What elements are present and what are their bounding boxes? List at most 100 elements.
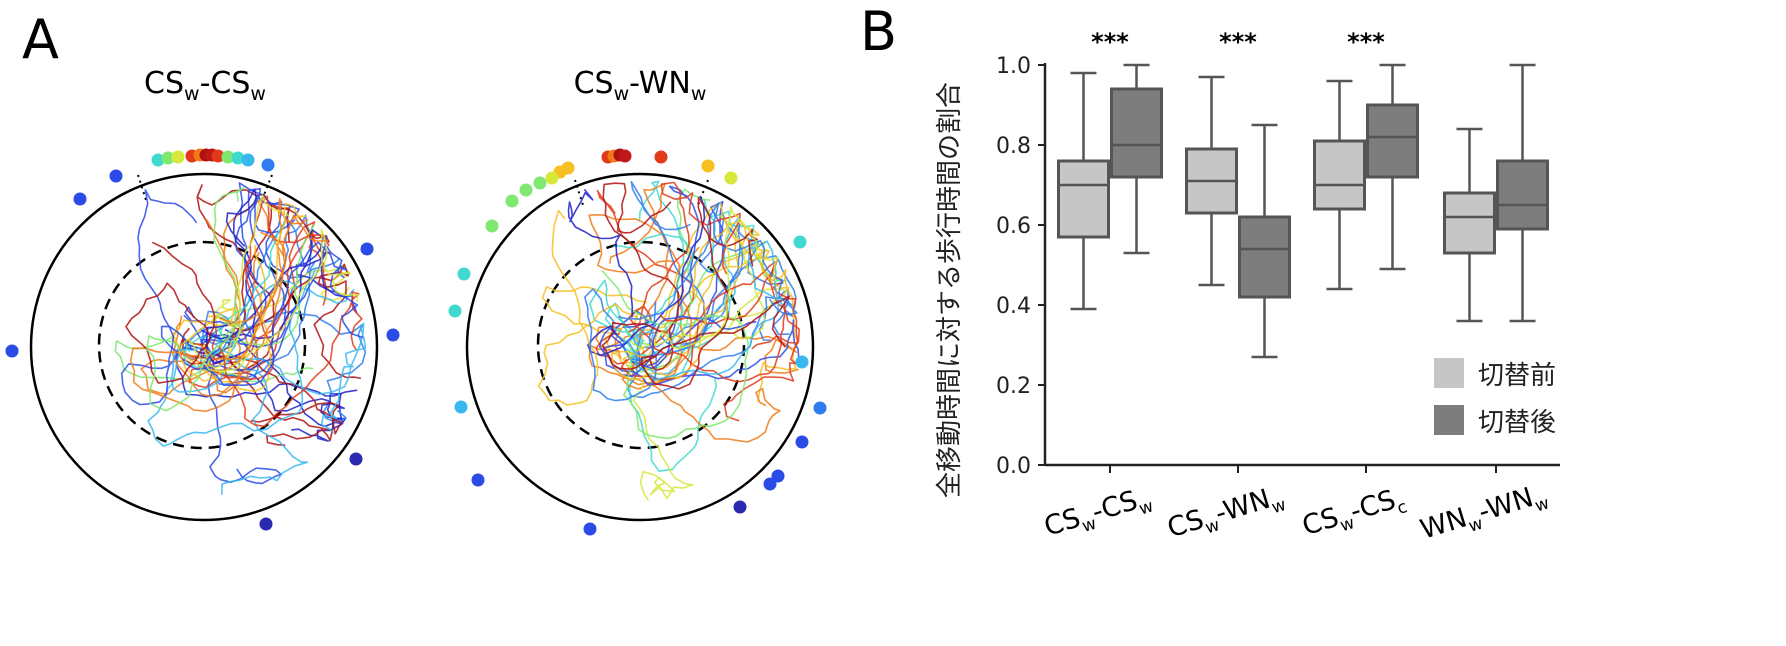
trajectory-path xyxy=(632,361,781,443)
trajectory-path xyxy=(227,194,287,348)
iqr-box xyxy=(1313,139,1366,211)
exit-marker-dot xyxy=(171,150,185,164)
arena-2 xyxy=(448,148,827,536)
trajectory-path xyxy=(628,339,718,472)
trajectory-path xyxy=(628,301,786,383)
trajectory-path xyxy=(203,241,364,386)
trajectory-path xyxy=(634,223,784,362)
trajectory-path xyxy=(601,269,750,440)
box-after-2 xyxy=(1238,123,1291,359)
trajectory-path xyxy=(610,185,700,370)
exit-marker-dot xyxy=(485,219,499,233)
significance-marker: *** xyxy=(1091,28,1129,56)
trajectory-path xyxy=(584,288,658,402)
exit-marker-dot xyxy=(386,328,400,342)
exit-marker-dot xyxy=(813,401,827,415)
significance-marker: *** xyxy=(1219,28,1257,56)
arena-1-corridor-right xyxy=(261,174,273,201)
trajectory-path xyxy=(628,181,741,333)
trajectory-path xyxy=(195,214,328,360)
x-category-label: CSw-CSc xyxy=(1299,482,1410,547)
exit-marker-dot xyxy=(618,149,632,163)
trajectory-path xyxy=(188,228,359,373)
exit-marker-dot xyxy=(545,171,559,185)
exit-marker-dot xyxy=(360,242,374,256)
exit-marker-dot xyxy=(793,235,807,249)
iqr-box xyxy=(1366,103,1419,179)
exit-marker-dot xyxy=(349,452,363,466)
trajectory-path xyxy=(641,197,758,390)
arena-1-title: CSw-CSw xyxy=(144,66,266,105)
trajectory-path xyxy=(223,322,367,434)
exit-marker-dot xyxy=(161,151,175,165)
x-category-label: CSw-CSw xyxy=(1041,481,1156,547)
box-after-3 xyxy=(1366,63,1419,271)
trajectory-path xyxy=(601,315,757,378)
box-after-4 xyxy=(1496,63,1549,323)
exit-marker-dot xyxy=(454,400,468,414)
trajectory-path xyxy=(125,241,216,384)
trajectory-path xyxy=(211,264,351,318)
trajectory-path xyxy=(160,235,345,371)
trajectory-path xyxy=(595,189,695,365)
trajectory-path xyxy=(538,209,642,406)
panel-b-label: B xyxy=(860,0,897,63)
trajectory-path xyxy=(626,288,794,399)
exit-marker-dot xyxy=(701,159,715,173)
y-tick-label: 0.6 xyxy=(996,214,1031,239)
exit-marker-dot xyxy=(73,192,87,206)
trajectory-path xyxy=(170,280,355,393)
exit-marker-dot xyxy=(221,150,235,164)
box-plot: 0.0 0.2 0.4 0.6 0.8 1.0 *** CSw-CSw *** CSw-WNw **… xyxy=(996,28,1560,549)
arena-2-title: CSw-WNw xyxy=(574,66,707,105)
exit-marker-dot xyxy=(457,267,471,281)
y-tick-label: 1.0 xyxy=(996,54,1031,79)
exit-marker-dot xyxy=(654,150,668,164)
trajectory-path xyxy=(602,182,680,372)
trajectory-path xyxy=(567,188,634,318)
iqr-box xyxy=(1443,191,1496,255)
trajectory-path xyxy=(171,218,241,397)
arena-1-inner-zone xyxy=(97,240,307,450)
trajectory-path xyxy=(618,202,798,320)
legend-swatch-2 xyxy=(1434,405,1464,435)
trajectory-path xyxy=(206,188,257,364)
trajectory-path xyxy=(620,261,799,381)
trajectory-path xyxy=(188,229,327,389)
trajectory-path xyxy=(206,195,330,380)
iqr-box xyxy=(1057,159,1110,239)
trajectory-path xyxy=(627,240,785,381)
x-category-label: CSw-WNw xyxy=(1164,480,1289,549)
y-tick-label: 0.0 xyxy=(996,454,1031,479)
exit-marker-dot xyxy=(583,522,597,536)
arena-1-trajectories xyxy=(114,182,367,495)
trajectory-path xyxy=(183,188,296,344)
trajectory-path xyxy=(623,181,708,361)
exit-marker-dot xyxy=(231,151,245,165)
panel-a-label: A xyxy=(22,8,59,71)
exit-marker-dot xyxy=(763,477,777,491)
exit-marker-dot xyxy=(259,517,273,531)
trajectory-path xyxy=(610,220,790,381)
exit-marker-dot xyxy=(448,304,462,318)
y-tick-label: 0.2 xyxy=(996,374,1031,399)
iqr-box xyxy=(1496,159,1549,231)
trajectory-path xyxy=(145,186,245,412)
trajectory-path xyxy=(182,310,367,423)
trajectory-path xyxy=(199,250,358,340)
legend-label-1: 切替前 xyxy=(1478,361,1556,391)
trajectory-path xyxy=(659,259,800,422)
iqr-box xyxy=(1238,215,1291,299)
trajectory-path xyxy=(120,189,198,406)
exit-marker-dot xyxy=(795,435,809,449)
y-tick-label: 0.4 xyxy=(996,294,1031,319)
box-before-4 xyxy=(1443,127,1496,323)
arena-2-trajectories xyxy=(538,180,800,501)
trajectory-path xyxy=(218,291,363,428)
box-before-1 xyxy=(1057,71,1110,311)
y-tick-label: 0.8 xyxy=(996,134,1031,159)
exit-marker-dot xyxy=(519,183,533,197)
trajectory-path xyxy=(203,194,291,369)
exit-marker-dot xyxy=(795,355,809,369)
